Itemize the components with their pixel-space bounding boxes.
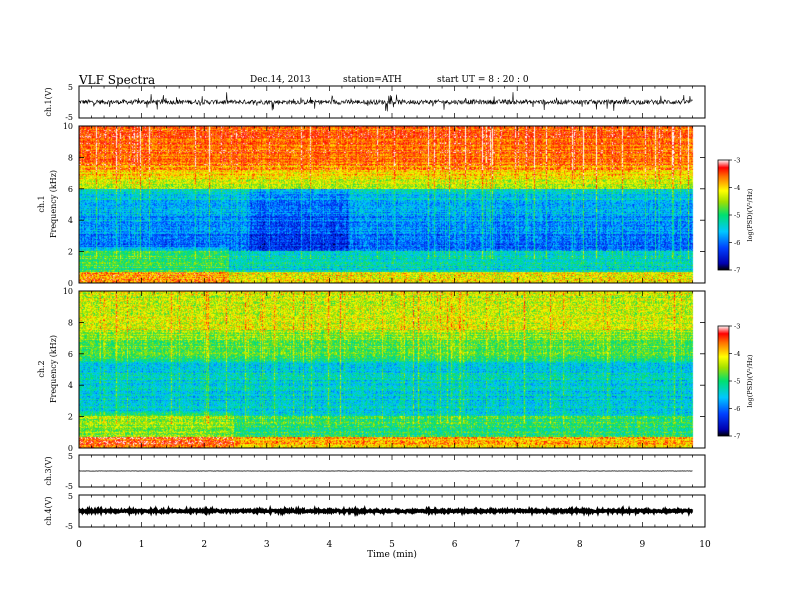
ch1-waveform-trace: [78, 92, 693, 112]
ch1-colorbar: [717, 159, 730, 271]
ch1-waveform-panel: 5 -5 ch.1(V): [44, 83, 706, 122]
ch2-colorbar-label: log(PSD)(V²/Hz): [746, 354, 754, 407]
x-tick-label: 7: [514, 540, 520, 550]
ch2-spectrogram-ytick-label: 4: [68, 381, 73, 390]
x-tick-label: 1: [139, 540, 145, 550]
ch3-waveform-ylabel: ch.3(V): [44, 456, 53, 485]
x-tick-label: 10: [699, 540, 711, 550]
ch2-spectrogram-ylabel-channel: ch.2: [37, 360, 46, 377]
ch1-colorbar-tick-label: -7: [734, 267, 740, 275]
ch2-spectrogram-ytick-label: 8: [68, 318, 73, 327]
ch2-colorbar: [717, 325, 730, 437]
ch1-waveform-ylabel: ch.1(V): [44, 87, 53, 116]
x-axis-label: Time (min): [367, 549, 417, 560]
ch1-spectrogram-ytick-label: 8: [68, 153, 73, 162]
x-tick-label: 8: [577, 540, 583, 550]
ch2-spectrogram-ytick-label: 2: [68, 413, 73, 422]
ch1-ytick-top: 5: [68, 83, 73, 92]
ch2-colorbar-tick-label: -4: [734, 350, 740, 358]
ch1-colorbar-tick-label: -4: [734, 184, 740, 192]
x-tick-label: 4: [327, 540, 333, 550]
ch2-spectrogram-image: [79, 291, 705, 448]
ch2-colorbar-tick-label: -3: [734, 323, 740, 331]
ch2-colorbar-tick-label: -6: [734, 405, 740, 413]
ch4-waveform-trace: [77, 504, 694, 518]
ch1-colorbar-tick-label: -3: [734, 157, 740, 165]
ch2-spectrogram-ytick-label: 6: [68, 350, 73, 359]
ch1-spectrogram-ylabel-channel: ch.1: [37, 195, 46, 212]
ch1-spectrogram-ytick-label: 0: [68, 279, 73, 288]
x-tick-label: 6: [452, 540, 458, 550]
x-tick-label: 3: [264, 540, 270, 550]
header-station: station=ATH: [343, 75, 402, 85]
ch1-spectrogram-ytick-label: 4: [68, 216, 73, 225]
ch1-spectrogram-ytick-label: 2: [68, 248, 73, 257]
ch4-waveform-panel: 5 -5 ch.4(V): [44, 492, 706, 531]
ch1-colorbar-tick-label: -5: [734, 212, 740, 220]
ch1-spectrogram-ytick-label: 6: [68, 185, 73, 194]
ch3-ytick-bottom: -5: [65, 482, 73, 491]
x-tick-label: 2: [201, 540, 207, 550]
ch1-spectrogram-ylabel-frequency: Frequency (kHz): [49, 170, 58, 238]
figure-title: VLF Spectra: [78, 73, 155, 87]
ch1-spectrogram-image: [79, 126, 705, 283]
header-date: Dec.14, 2013: [250, 75, 311, 85]
ch1-colorbar-label: log(PSD)(V²/Hz): [746, 188, 754, 241]
ch4-ytick-bottom: -5: [65, 522, 73, 531]
header-start-time: start UT = 8 : 20 : 0: [437, 75, 529, 85]
ch4-waveform-ylabel: ch.4(V): [44, 496, 53, 525]
ch2-colorbar-tick-label: -5: [734, 378, 740, 386]
x-tick-label: 9: [640, 540, 646, 550]
ch1-spectrogram-ytick-label: 10: [63, 122, 73, 131]
ch2-colorbar-tick-label: -7: [734, 433, 740, 441]
ch2-spectrogram-ylabel-frequency: Frequency (kHz): [49, 335, 58, 403]
ch2-spectrogram-ytick-label: 10: [63, 287, 73, 296]
ch1-ytick-bottom: -5: [65, 113, 73, 122]
x-tick-label: 5: [389, 540, 395, 550]
ch1-colorbar-tick-label: -6: [734, 239, 740, 247]
ch3-waveform-panel: 5 -5 ch.3(V): [44, 452, 706, 491]
ch4-ytick-top: 5: [68, 492, 73, 501]
x-tick-label: 0: [76, 540, 82, 550]
ch3-ytick-top: 5: [68, 452, 73, 461]
ch2-spectrogram-ytick-label: 0: [68, 444, 73, 453]
